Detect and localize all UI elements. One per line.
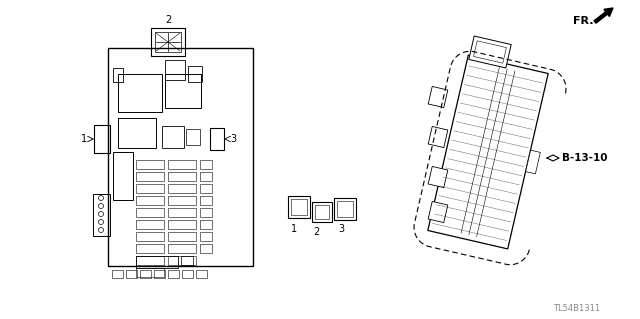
Bar bbox=[315, 205, 329, 219]
Bar bbox=[136, 208, 164, 217]
Text: TL54B1311: TL54B1311 bbox=[553, 304, 600, 313]
Bar bbox=[168, 184, 196, 193]
Bar bbox=[165, 60, 185, 80]
Bar bbox=[151, 28, 185, 56]
Bar bbox=[291, 199, 307, 215]
Bar bbox=[168, 232, 196, 241]
Polygon shape bbox=[428, 201, 448, 223]
Bar bbox=[200, 244, 212, 253]
Bar bbox=[113, 68, 123, 82]
Bar bbox=[126, 270, 137, 278]
Bar bbox=[168, 256, 196, 265]
Bar bbox=[337, 201, 353, 217]
Bar bbox=[162, 126, 184, 148]
Text: 2: 2 bbox=[165, 15, 171, 25]
Polygon shape bbox=[525, 150, 540, 174]
Polygon shape bbox=[474, 41, 506, 63]
Text: 2: 2 bbox=[313, 227, 319, 237]
Bar bbox=[200, 184, 212, 193]
Bar bbox=[93, 194, 110, 236]
Bar bbox=[112, 270, 123, 278]
Polygon shape bbox=[428, 55, 548, 249]
Bar bbox=[136, 220, 164, 229]
Bar bbox=[188, 66, 202, 82]
Text: FR.: FR. bbox=[573, 16, 593, 26]
Bar bbox=[136, 244, 164, 253]
Bar bbox=[168, 220, 196, 229]
Bar bbox=[168, 196, 196, 205]
Bar bbox=[108, 48, 253, 266]
Bar bbox=[181, 256, 193, 265]
Bar bbox=[113, 152, 133, 200]
Bar bbox=[136, 184, 164, 193]
Bar bbox=[200, 196, 212, 205]
Bar bbox=[200, 208, 212, 217]
Polygon shape bbox=[428, 167, 448, 188]
Bar bbox=[312, 202, 332, 222]
Bar bbox=[136, 256, 178, 268]
Polygon shape bbox=[428, 126, 448, 148]
Bar bbox=[200, 232, 212, 241]
Bar bbox=[136, 232, 164, 241]
Text: B-13-10: B-13-10 bbox=[562, 153, 607, 163]
Text: 1: 1 bbox=[291, 224, 297, 234]
Bar bbox=[168, 172, 196, 181]
Bar bbox=[168, 270, 179, 278]
Bar bbox=[136, 256, 164, 265]
Bar bbox=[136, 268, 164, 277]
Bar bbox=[136, 172, 164, 181]
Bar bbox=[186, 129, 200, 145]
Bar bbox=[165, 74, 201, 108]
Bar bbox=[182, 270, 193, 278]
Bar bbox=[136, 196, 164, 205]
Bar bbox=[334, 198, 356, 220]
Text: 1: 1 bbox=[81, 134, 87, 144]
Bar bbox=[168, 160, 196, 169]
Bar bbox=[140, 270, 151, 278]
Bar bbox=[288, 196, 310, 218]
Polygon shape bbox=[428, 86, 448, 108]
Bar bbox=[155, 32, 181, 52]
Bar bbox=[200, 172, 212, 181]
Bar bbox=[168, 244, 196, 253]
Bar bbox=[168, 208, 196, 217]
Text: 3: 3 bbox=[230, 134, 236, 144]
Bar bbox=[118, 118, 156, 148]
Bar bbox=[136, 160, 164, 169]
Polygon shape bbox=[468, 36, 511, 68]
Bar bbox=[154, 270, 165, 278]
Bar bbox=[196, 270, 207, 278]
Bar bbox=[118, 74, 162, 112]
Bar bbox=[210, 128, 224, 150]
Bar bbox=[200, 220, 212, 229]
Text: 3: 3 bbox=[338, 224, 344, 234]
FancyArrow shape bbox=[594, 8, 613, 23]
Bar bbox=[94, 125, 110, 153]
Bar bbox=[200, 160, 212, 169]
